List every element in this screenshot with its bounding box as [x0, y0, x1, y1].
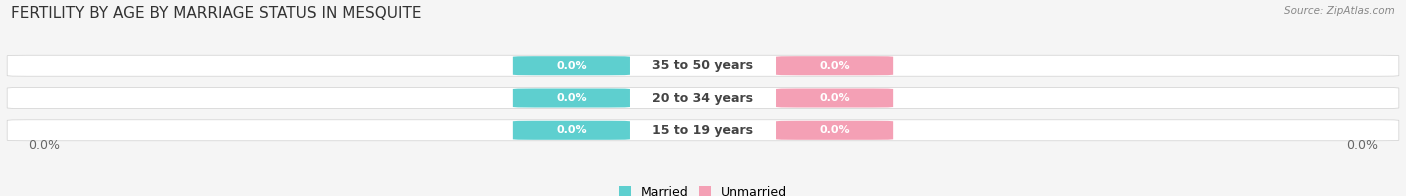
Text: 0.0%: 0.0%: [557, 125, 586, 135]
Text: FERTILITY BY AGE BY MARRIAGE STATUS IN MESQUITE: FERTILITY BY AGE BY MARRIAGE STATUS IN M…: [11, 6, 422, 21]
FancyBboxPatch shape: [599, 56, 806, 75]
FancyBboxPatch shape: [513, 56, 630, 75]
FancyBboxPatch shape: [776, 121, 893, 140]
FancyBboxPatch shape: [599, 121, 806, 140]
Text: 0.0%: 0.0%: [557, 61, 586, 71]
FancyBboxPatch shape: [7, 120, 1399, 141]
Text: 0.0%: 0.0%: [820, 61, 849, 71]
Text: 0.0%: 0.0%: [28, 139, 60, 152]
FancyBboxPatch shape: [776, 88, 893, 108]
FancyBboxPatch shape: [513, 121, 630, 140]
Text: Source: ZipAtlas.com: Source: ZipAtlas.com: [1284, 6, 1395, 16]
Text: 15 to 19 years: 15 to 19 years: [652, 124, 754, 137]
Text: 0.0%: 0.0%: [820, 93, 849, 103]
Text: 20 to 34 years: 20 to 34 years: [652, 92, 754, 104]
Text: 0.0%: 0.0%: [557, 93, 586, 103]
FancyBboxPatch shape: [776, 56, 893, 75]
Text: 0.0%: 0.0%: [1346, 139, 1378, 152]
Text: 0.0%: 0.0%: [820, 125, 849, 135]
FancyBboxPatch shape: [7, 55, 1399, 76]
FancyBboxPatch shape: [513, 88, 630, 108]
Legend: Married, Unmarried: Married, Unmarried: [613, 181, 793, 196]
FancyBboxPatch shape: [599, 88, 806, 108]
Text: 35 to 50 years: 35 to 50 years: [652, 59, 754, 72]
FancyBboxPatch shape: [7, 87, 1399, 109]
